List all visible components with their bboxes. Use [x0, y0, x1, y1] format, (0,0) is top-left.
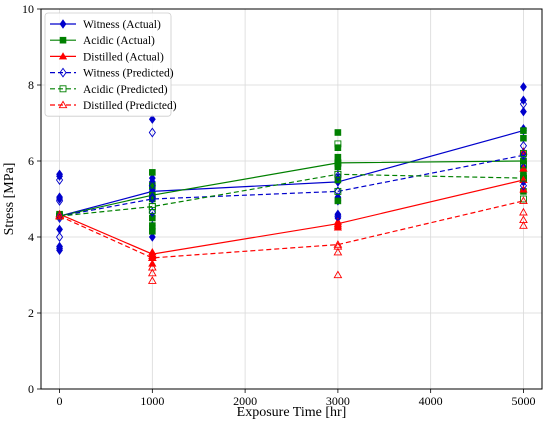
acidic-predicted-point	[519, 195, 527, 203]
x-tick-label: 1000	[140, 394, 164, 408]
distilled-predicted-point	[519, 207, 528, 216]
y-tick-label: 8	[28, 78, 34, 92]
acidic-actual-point	[334, 144, 342, 151]
distilled-predicted-point	[147, 276, 157, 284]
distilled-predicted-mean-marker	[519, 196, 528, 205]
witness-actual-point	[520, 82, 527, 92]
legend-acidic-predicted-label: Acidic (Predicted)	[83, 84, 168, 96]
acidic-actual-point	[334, 197, 342, 205]
y-axis-title: Stress [MPa]	[2, 163, 17, 236]
acidic-actual-point	[520, 157, 527, 165]
distilled-predicted-point	[55, 211, 64, 220]
acidic-actual-point	[334, 163, 342, 170]
y-tick-label: 4	[28, 230, 34, 244]
x-tick-label: 0	[57, 394, 63, 408]
acidic-actual-point	[334, 129, 342, 136]
witness-predicted-point	[55, 232, 64, 242]
witness-predicted-point	[519, 150, 528, 161]
acidic-actual-point	[520, 134, 527, 142]
legend-box	[44, 12, 172, 117]
data-points	[55, 82, 528, 284]
witness-actual-point	[148, 232, 156, 242]
legend-witness-predicted-marker	[59, 67, 67, 78]
x-tick-label: 3000	[326, 394, 350, 408]
distilled-predicted-point	[147, 268, 157, 277]
x-axis-title: Exposure Time [hr]	[237, 405, 347, 420]
legend-acidic-predicted-marker	[59, 85, 67, 93]
y-tick-label: 10	[22, 2, 34, 16]
acidic-predicted-point	[519, 149, 527, 157]
witness-actual-point	[520, 106, 527, 117]
legend-witness-actual-marker	[59, 19, 67, 29]
legend-distilled-predicted-label: Distilled (Predicted)	[83, 100, 177, 112]
legend-witness-actual-label: Witness (Actual)	[83, 19, 161, 31]
distilled-actual-point	[333, 223, 343, 231]
witness-predicted-point	[334, 171, 342, 182]
series-lines	[59, 130, 524, 259]
plot-frame	[40, 8, 543, 390]
acidic-predicted-point	[334, 170, 342, 178]
legend-distilled-predicted-marker	[58, 100, 68, 109]
acidic-actual-point	[520, 127, 527, 134]
x-tick-label: 5000	[511, 394, 535, 408]
legend-acidic-actual-marker	[59, 36, 67, 44]
acidic-actual-point	[334, 153, 342, 161]
y-tick-label: 6	[28, 154, 34, 168]
witness-predicted-mean-marker	[55, 211, 64, 222]
acidic-predicted-point	[148, 203, 156, 211]
witness-actual-line	[59, 130, 524, 217]
witness-predicted-line	[59, 154, 524, 217]
distilled-predicted-line	[59, 200, 524, 259]
acidic-predicted-point	[519, 174, 527, 182]
acidic-actual-point	[149, 214, 156, 222]
witness-predicted-point	[148, 192, 156, 203]
witness-actual-point	[148, 114, 156, 124]
legend-distilled-actual-label: Distilled (Actual)	[83, 51, 164, 63]
distilled-predicted-point	[333, 247, 343, 256]
witness-predicted-point	[148, 207, 156, 218]
witness-actual-point	[56, 194, 63, 204]
witness-predicted-point	[55, 175, 64, 185]
acidic-actual-point	[149, 228, 156, 235]
acidic-predicted-point	[148, 206, 156, 214]
legend-distilled-actual-marker	[58, 52, 68, 60]
acidic-actual-point	[149, 169, 156, 176]
y-tick-label: 0	[28, 382, 34, 396]
acidic-actual-point	[149, 182, 156, 189]
acidic-predicted-point	[519, 161, 527, 169]
distilled-predicted-mean-marker	[333, 240, 343, 248]
acidic-actual-point	[149, 222, 156, 229]
distilled-predicted-mean-marker	[147, 253, 157, 262]
axis-ticks: 0 1000 2000 3000 4000 5000 0 2 4 6 8 10	[22, 2, 535, 408]
y-tick-label: 2	[28, 306, 34, 320]
acidic-predicted-point	[334, 140, 342, 148]
distilled-predicted-point	[333, 270, 343, 279]
witness-predicted-point	[148, 127, 156, 138]
acidic-predicted-line	[59, 173, 524, 217]
witness-predicted-point	[148, 180, 156, 191]
distilled-predicted-point	[519, 221, 528, 229]
witness-predicted-point	[55, 195, 64, 206]
witness-predicted-point	[519, 99, 528, 109]
legend-witness-predicted-label: Witness (Predicted)	[83, 68, 174, 80]
acidic-predicted-point	[334, 187, 342, 195]
witness-predicted-point	[334, 211, 342, 222]
distilled-actual-point	[519, 185, 528, 193]
witness-actual-point	[56, 245, 63, 256]
legend: Witness (Actual) Acidic (Actual) Distilled…	[44, 12, 177, 117]
witness-predicted-point	[519, 180, 528, 191]
x-tick-label: 2000	[233, 394, 257, 408]
distilled-actual-line	[59, 179, 524, 255]
acidic-predicted-point	[334, 159, 342, 167]
witness-predicted-point	[334, 186, 342, 197]
witness-actual-point	[56, 224, 63, 235]
x-tick-label: 4000	[419, 394, 443, 408]
acidic-actual-line	[59, 160, 524, 217]
legend-acidic-actual-label: Acidic (Actual)	[83, 35, 155, 47]
